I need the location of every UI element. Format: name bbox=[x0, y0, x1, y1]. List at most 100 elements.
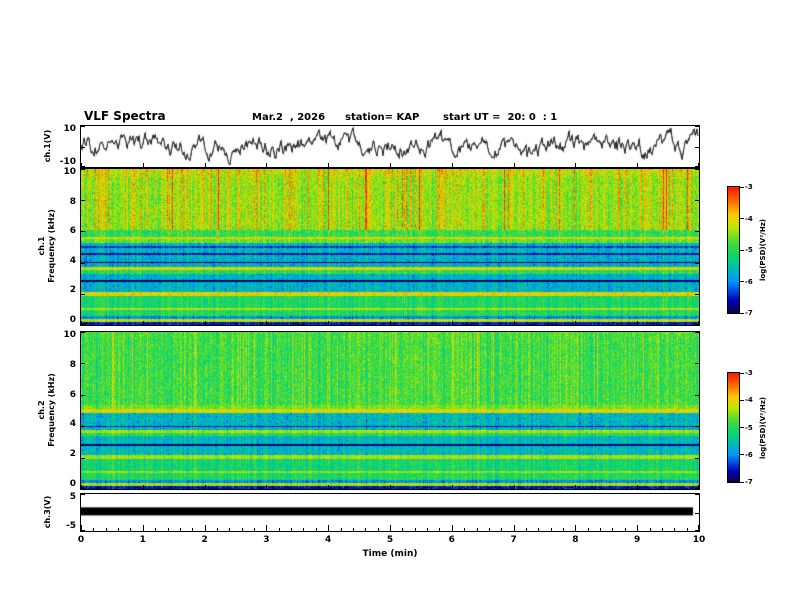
y-tick-label: 6 bbox=[69, 389, 76, 400]
x-tick-mark bbox=[514, 485, 515, 489]
y-tick-mark bbox=[81, 458, 85, 459]
y-tick-mark bbox=[695, 147, 699, 148]
y-tick-mark bbox=[81, 363, 85, 364]
x-minor-tick-mark bbox=[365, 528, 366, 531]
x-tick-mark bbox=[143, 321, 144, 325]
y-tick-label: 5 bbox=[69, 492, 76, 502]
x-tick-label: 1 bbox=[139, 535, 146, 545]
ch2-spectrogram-panel bbox=[80, 331, 700, 490]
x-minor-tick-mark bbox=[625, 528, 626, 531]
colorbar-tick-label: -3 bbox=[745, 183, 753, 191]
ch1-waveform-panel bbox=[80, 125, 700, 168]
y-tick-mark bbox=[695, 395, 699, 396]
y-tick-label: 0 bbox=[69, 479, 76, 489]
x-minor-tick-mark bbox=[402, 528, 403, 531]
colorbar-ch1 bbox=[727, 186, 740, 314]
x-minor-tick-mark bbox=[130, 528, 131, 531]
x-minor-tick-mark bbox=[106, 528, 107, 531]
y-tick-mark bbox=[695, 294, 699, 295]
colorbar-tick-mark bbox=[740, 454, 744, 456]
y-tick-label: -5 bbox=[66, 521, 76, 531]
y-tick-mark bbox=[81, 530, 85, 531]
colorbar-tick-label: -4 bbox=[745, 214, 753, 223]
y-tick-mark bbox=[81, 126, 85, 127]
x-tick-label: 4 bbox=[325, 535, 332, 545]
x-minor-tick-mark bbox=[415, 528, 416, 531]
x-minor-tick-mark bbox=[229, 528, 230, 531]
x-tick-mark bbox=[637, 485, 638, 489]
x-minor-tick-mark bbox=[687, 528, 688, 531]
colorbar-tick-label: -6 bbox=[745, 450, 753, 459]
x-tick-label: 9 bbox=[634, 535, 641, 545]
y-tick-mark bbox=[81, 332, 85, 333]
y-tick-label: 8 bbox=[69, 359, 76, 370]
colorbar-tick-label: -5 bbox=[745, 246, 753, 254]
ch3-trace-canvas bbox=[81, 494, 699, 531]
colorbar-tick-mark bbox=[740, 372, 744, 374]
y-tick-mark bbox=[695, 200, 699, 201]
colorbar-tick-mark bbox=[740, 186, 744, 188]
x-tick-mark bbox=[698, 321, 699, 325]
x-minor-tick-mark bbox=[291, 528, 292, 531]
x-minor-tick-mark bbox=[439, 528, 440, 531]
y-tick-mark bbox=[695, 332, 699, 333]
x-tick-mark bbox=[390, 163, 391, 167]
y-tick-label: 4 bbox=[69, 255, 76, 266]
x-tick-mark bbox=[143, 163, 144, 167]
y-tick-mark bbox=[81, 169, 85, 170]
x-minor-tick-mark bbox=[551, 528, 552, 531]
ch1-waveform-canvas bbox=[81, 126, 699, 167]
station-label: station= KAP bbox=[345, 112, 420, 123]
x-minor-tick-mark bbox=[192, 528, 193, 531]
x-tick-mark bbox=[575, 525, 576, 531]
x-tick-mark bbox=[205, 163, 206, 167]
y-tick-mark bbox=[695, 126, 699, 127]
y-tick-label: 10 bbox=[63, 167, 76, 177]
y-tick-mark bbox=[695, 363, 699, 364]
x-tick-label: 6 bbox=[448, 535, 455, 545]
x-minor-tick-mark bbox=[254, 528, 255, 531]
x-tick-mark bbox=[81, 485, 82, 489]
colorbar-tick-mark bbox=[740, 399, 744, 401]
x-minor-tick-mark bbox=[118, 528, 119, 531]
x-minor-tick-mark bbox=[427, 528, 428, 531]
x-tick-mark bbox=[637, 321, 638, 325]
x-tick-mark bbox=[266, 321, 267, 325]
y-tick-mark bbox=[695, 169, 699, 170]
x-tick-mark bbox=[390, 321, 391, 325]
y-tick-label: 4 bbox=[69, 419, 76, 430]
colorbar-tick-label: -7 bbox=[745, 309, 753, 317]
x-minor-tick-mark bbox=[477, 528, 478, 531]
colorbar-tick-mark bbox=[740, 481, 744, 483]
x-tick-mark bbox=[514, 321, 515, 325]
x-minor-tick-mark bbox=[217, 528, 218, 531]
x-tick-mark bbox=[514, 525, 515, 531]
x-minor-tick-mark bbox=[303, 528, 304, 531]
x-tick-mark bbox=[637, 525, 638, 531]
x-tick-label: 10 bbox=[692, 535, 706, 545]
x-tick-mark bbox=[698, 163, 699, 167]
date-label: Mar.2 , 2026 bbox=[252, 112, 326, 123]
y-tick-mark bbox=[81, 166, 85, 167]
y-tick-label: 6 bbox=[69, 226, 76, 237]
colorbar-tick-label: -3 bbox=[745, 369, 753, 377]
x-tick-mark bbox=[266, 485, 267, 489]
x-tick-label: 7 bbox=[510, 535, 517, 545]
y-tick-mark bbox=[81, 494, 85, 495]
colorbar-tick-label: -4 bbox=[745, 396, 753, 405]
y-tick-label: 10 bbox=[63, 330, 76, 340]
x-minor-tick-mark bbox=[353, 528, 354, 531]
x-tick-mark bbox=[143, 485, 144, 489]
y-tick-mark bbox=[81, 426, 85, 427]
y-tick-mark bbox=[81, 513, 85, 514]
x-minor-tick-mark bbox=[563, 528, 564, 531]
x-tick-label: 2 bbox=[201, 535, 208, 545]
x-tick-mark bbox=[575, 321, 576, 325]
colorbar-ch2 bbox=[727, 372, 740, 483]
start-ut-label: start UT = 20: 0 : 1 bbox=[443, 112, 558, 123]
y-tick-mark bbox=[81, 263, 85, 264]
colorbar-tick-mark bbox=[740, 312, 744, 314]
x-tick-mark bbox=[637, 163, 638, 167]
colorbar-tick-mark bbox=[740, 249, 744, 251]
